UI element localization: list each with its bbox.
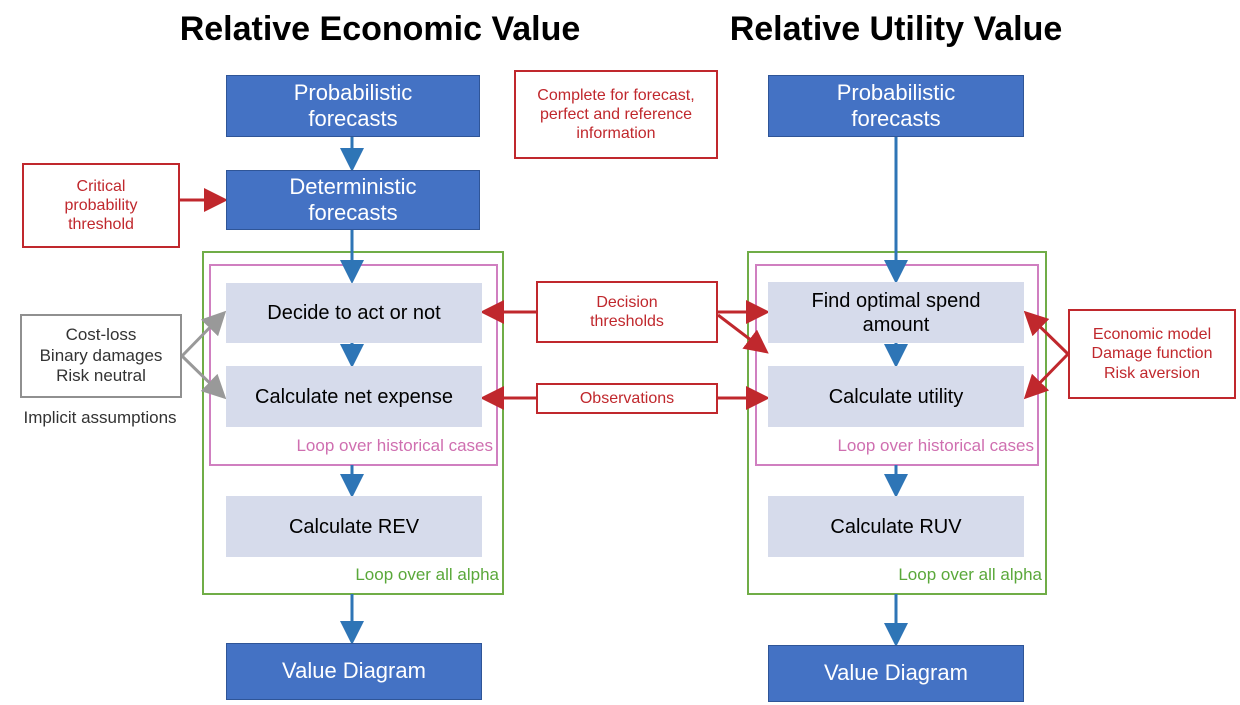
text-line: Deterministic [289, 173, 417, 199]
title: Relative Economic Value [179, 10, 581, 48]
process-box: Calculate REV [226, 496, 482, 557]
text-line: Complete for forecast, [537, 86, 695, 104]
process-box: Calculate net expense [226, 366, 482, 427]
loop-label: Loop over all alpha [355, 565, 499, 584]
text-line: Probabilistic [836, 79, 956, 105]
text-line: amount [862, 313, 930, 336]
text-line: Risk neutral [56, 366, 146, 386]
assumption-arrows [180, 310, 227, 400]
text-line: Decision [596, 293, 658, 311]
text-line: Probabilistic [293, 79, 413, 105]
text-line: Value Diagram [824, 660, 968, 686]
process-box: Decide to act or not [226, 283, 482, 343]
process-box: Value Diagram [768, 645, 1024, 702]
process-box: Find optimal spend amount [768, 282, 1024, 343]
flow-arrows [340, 137, 908, 647]
text-line: Calculate REV [288, 515, 420, 538]
text-line: Critical [76, 177, 126, 195]
text-line: Damage function [1091, 345, 1213, 363]
process-box: Calculate RUV [768, 496, 1024, 557]
text-line: Risk aversion [1103, 364, 1201, 382]
text-line: Calculate utility [828, 385, 964, 408]
note-box: Critical probability threshold [22, 163, 180, 248]
caption: Implicit assumptions [23, 407, 177, 427]
text-line: forecasts [308, 200, 398, 225]
text-line: Cost-loss [65, 325, 137, 345]
loop-label: Loop over historical cases [837, 436, 1034, 455]
loop-label: Loop over historical cases [296, 436, 493, 455]
input-arrows [180, 188, 1070, 410]
text-line: forecasts [308, 106, 398, 131]
text-line: probability [64, 196, 138, 214]
text-line: Calculate RUV [830, 515, 962, 538]
text-line: information [576, 125, 656, 143]
text-line: Value Diagram [282, 658, 426, 684]
text-line: perfect and reference [539, 105, 693, 123]
note-box: Economic model Damage function Risk aversi… [1068, 309, 1236, 399]
process-box: Deterministic forecasts [226, 170, 480, 230]
text-line: thresholds [590, 313, 664, 330]
text-line: Economic model [1092, 326, 1212, 344]
text-line: Observations [579, 389, 675, 407]
text-line: Decide to act or not [267, 302, 441, 324]
note-box: Observations [536, 383, 718, 414]
assumption-box: Cost-loss Binary damages Risk neutral [20, 314, 182, 398]
text-line: Binary damages [39, 345, 163, 365]
title: Relative Utility Value [729, 10, 1063, 48]
loop-label: Loop over all alpha [898, 565, 1042, 584]
note-box: Complete for forecast, perfect and refere… [514, 70, 718, 159]
process-box: Probabilistic forecasts [226, 75, 480, 137]
text-line: threshold [68, 216, 134, 234]
text-line: Find optimal spend [811, 289, 981, 312]
process-box: Value Diagram [226, 643, 482, 700]
process-box: Probabilistic forecasts [768, 75, 1024, 137]
text-line: Calculate net expense [255, 385, 453, 408]
note-box: Decision thresholds [536, 281, 718, 343]
text-line: forecasts [851, 106, 941, 131]
process-box: Calculate utility [768, 366, 1024, 427]
